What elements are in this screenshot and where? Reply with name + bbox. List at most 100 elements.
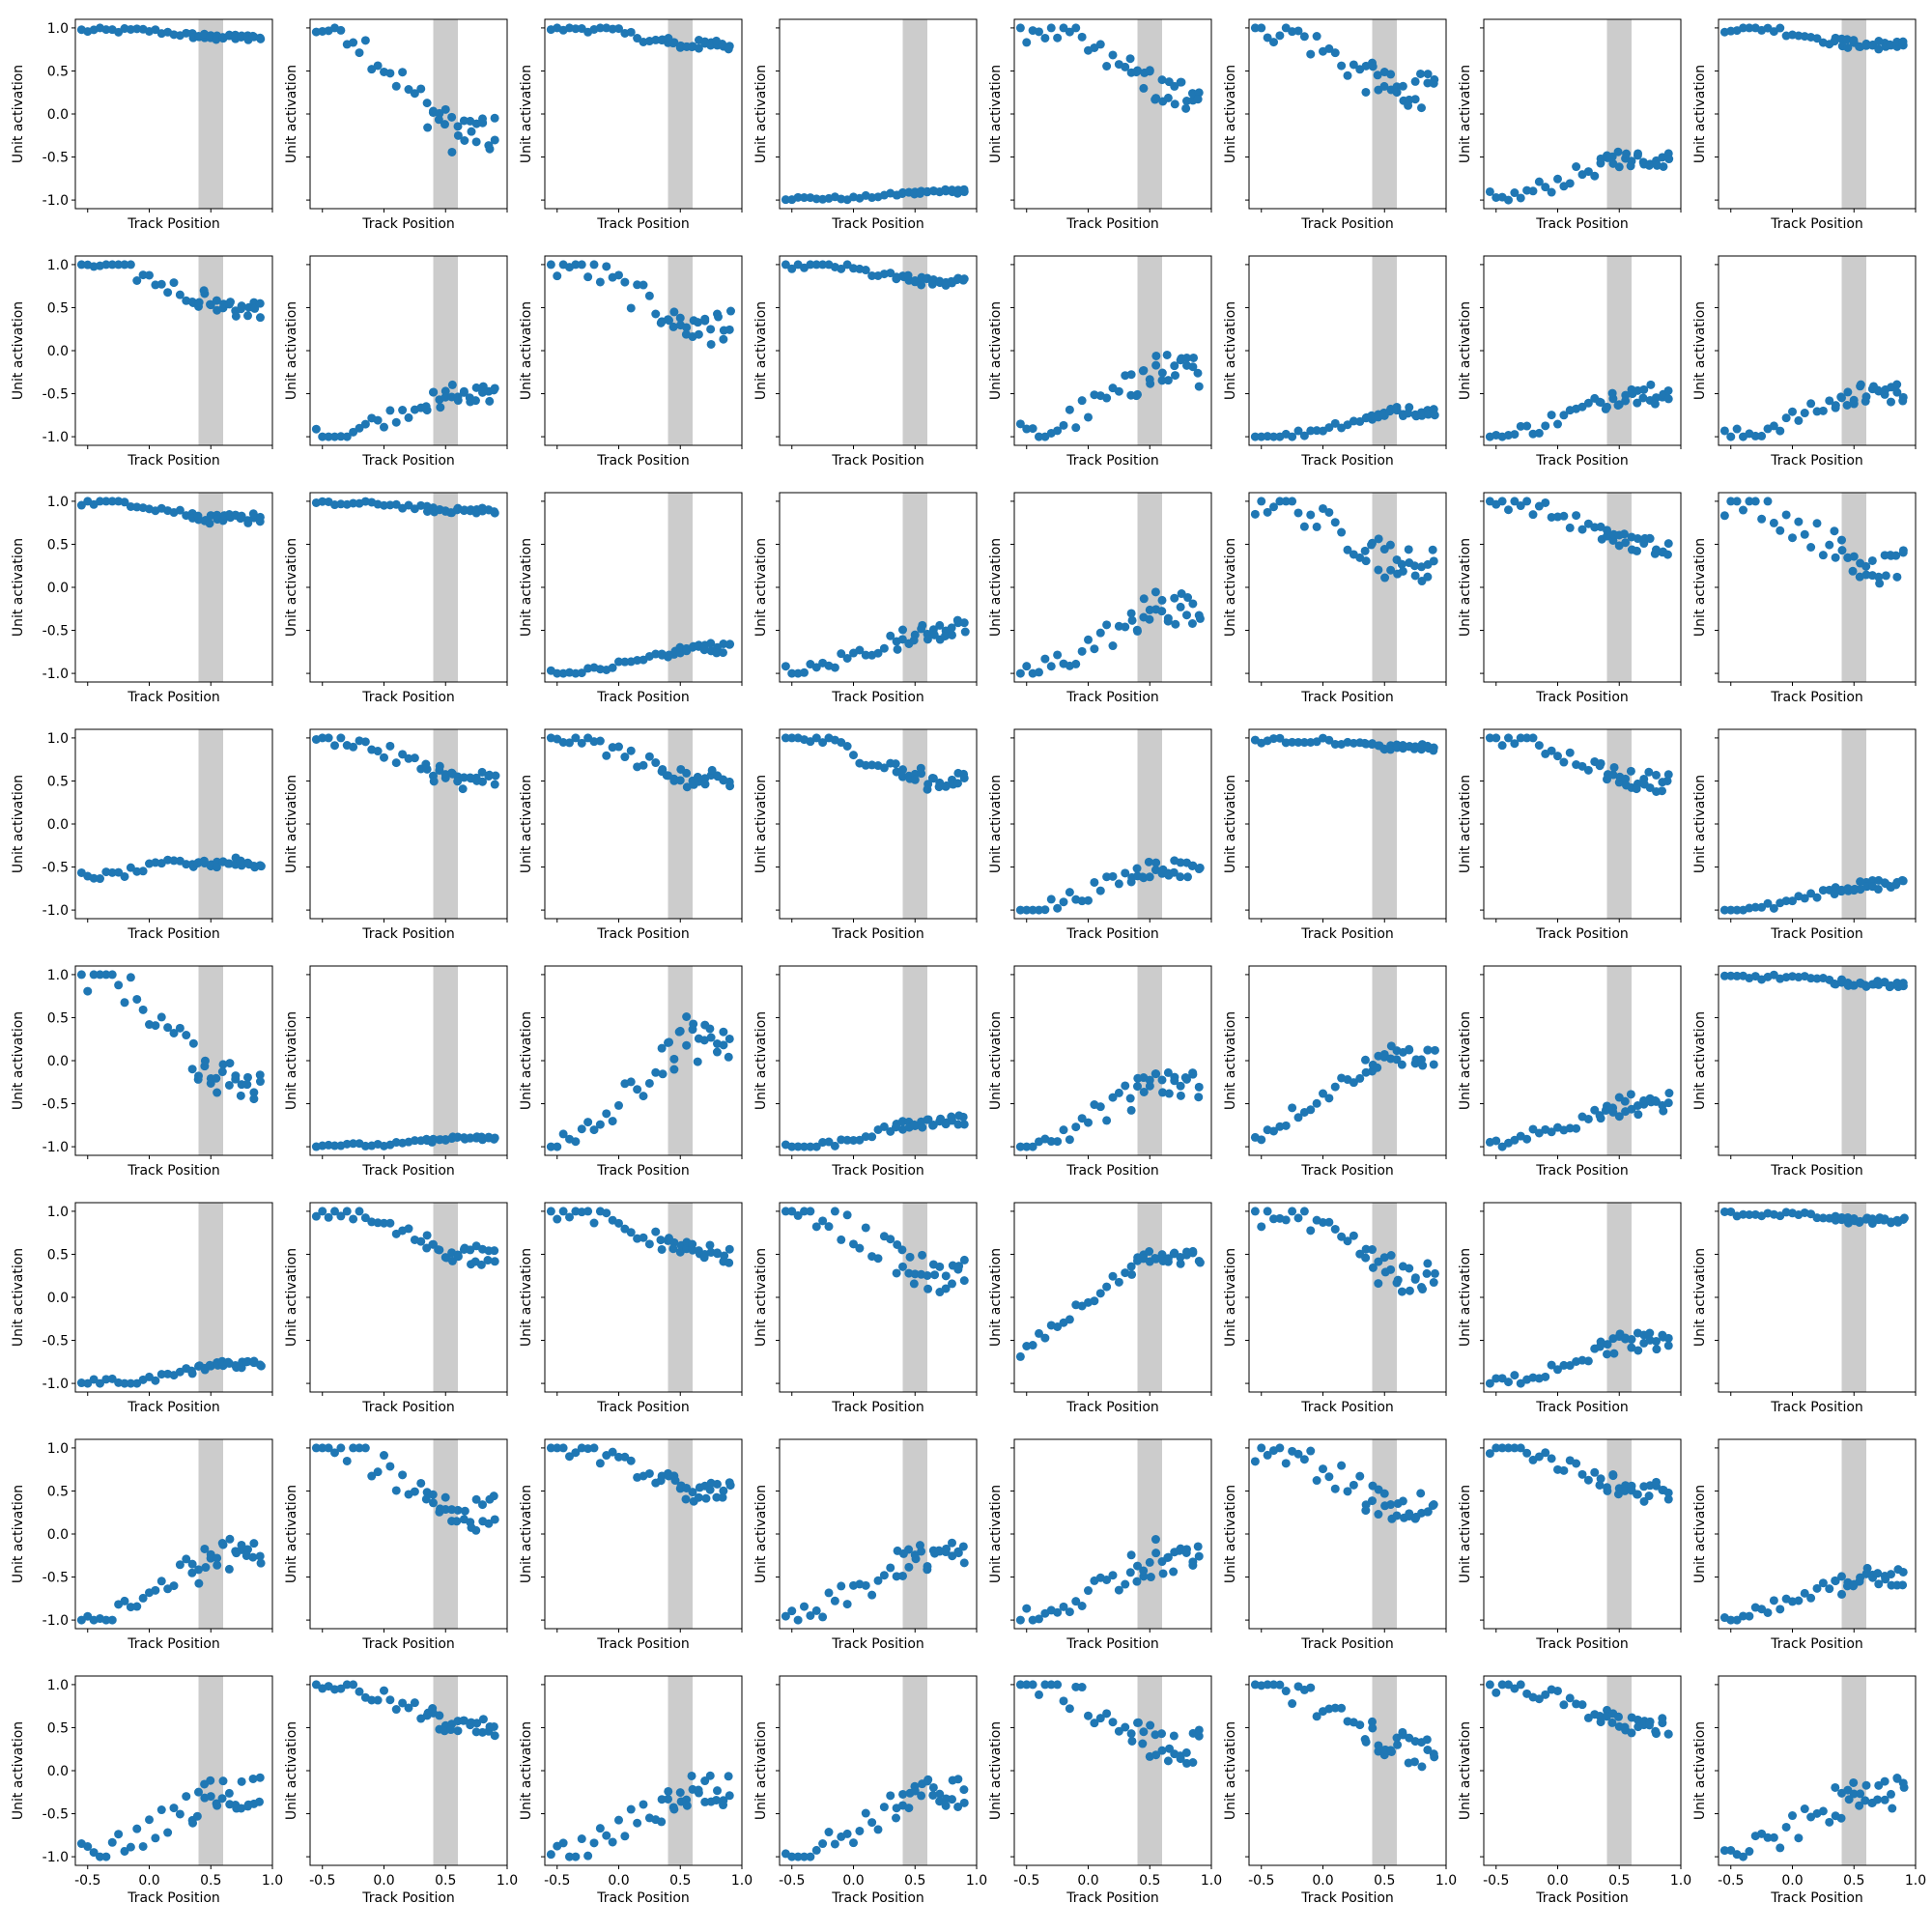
data-point (349, 1214, 358, 1224)
data-point (1386, 565, 1396, 575)
data-point (688, 1239, 697, 1249)
data-point (1423, 1745, 1433, 1754)
data-point (699, 1253, 709, 1263)
data-point (1874, 1780, 1884, 1790)
data-point (360, 1443, 370, 1453)
data-point (459, 1716, 469, 1725)
data-point (909, 1279, 919, 1289)
data-point (1430, 1752, 1439, 1762)
data-point (1553, 174, 1562, 184)
y-axis-label: Unit activation (519, 1248, 534, 1347)
data-point (1837, 535, 1846, 545)
axes-frame (1718, 1438, 1917, 1630)
shaded-region (1606, 729, 1632, 919)
data-point (935, 1797, 945, 1806)
data-point (1887, 1789, 1895, 1799)
data-point (602, 262, 611, 271)
data-point (1343, 1487, 1352, 1496)
x-axis-label: Track Position (596, 453, 690, 469)
data-point (1040, 1680, 1050, 1690)
data-point (1188, 599, 1198, 609)
data-point (1609, 762, 1619, 772)
x-axis-label: Track Position (1300, 453, 1394, 469)
axes-frame (1013, 1438, 1212, 1630)
data-point (1492, 733, 1501, 743)
data-point (1175, 1546, 1184, 1555)
data-point (213, 1560, 222, 1570)
data-point (675, 776, 685, 785)
data-point (1349, 1078, 1358, 1088)
axes-frame (544, 1202, 743, 1393)
data-point (1145, 1081, 1154, 1091)
data-point (385, 741, 395, 751)
axes-frame (74, 18, 273, 210)
axes-frame (779, 1438, 978, 1630)
data-point (410, 1487, 419, 1496)
data-point (1182, 611, 1191, 620)
data-point (1632, 784, 1641, 794)
data-point (237, 32, 246, 42)
data-point (1516, 501, 1525, 511)
data-point (336, 1211, 346, 1221)
data-point (1139, 594, 1149, 604)
data-point (349, 1443, 358, 1453)
data-point (724, 1791, 734, 1801)
data-point (1367, 411, 1377, 420)
data-point (1812, 893, 1822, 902)
y-axis-label: Unit activation (1692, 538, 1708, 637)
data-point (404, 412, 413, 422)
data-point (243, 1072, 252, 1082)
data-point (1595, 397, 1605, 407)
shaded-region (902, 19, 927, 209)
data-point (218, 1060, 228, 1069)
data-point (824, 1222, 834, 1232)
y-axis-label: Unit activation (753, 538, 769, 637)
y-tick-label: 0.5 (47, 1247, 69, 1263)
data-point (1360, 546, 1370, 555)
shaded-region (433, 1439, 458, 1629)
data-point (1887, 397, 1895, 407)
x-axis-label: Track Position (1065, 216, 1159, 232)
data-point (1269, 38, 1278, 47)
data-point (1856, 1789, 1865, 1799)
data-point (380, 500, 388, 510)
data-point (959, 618, 969, 628)
y-axis-label: Unit activation (519, 1721, 534, 1820)
data-point (577, 738, 586, 748)
data-point (546, 1850, 555, 1860)
data-point (1781, 1822, 1791, 1832)
data-point (1263, 1450, 1272, 1460)
data-point (700, 1797, 710, 1806)
data-point (1257, 1443, 1266, 1453)
data-point (800, 193, 809, 203)
data-point (682, 323, 692, 332)
data-point (1360, 1055, 1370, 1065)
data-point (120, 1846, 129, 1856)
data-point (83, 1842, 93, 1852)
data-point (1812, 1213, 1822, 1223)
axes-frame (544, 728, 743, 920)
data-point (553, 668, 562, 678)
data-point (892, 1268, 901, 1278)
data-point (237, 1776, 246, 1786)
data-point (1492, 1443, 1501, 1453)
data-point (96, 497, 104, 506)
data-point (398, 1698, 408, 1708)
data-point (1547, 1454, 1556, 1463)
data-point (886, 1235, 895, 1244)
data-point (1170, 361, 1179, 371)
data-point (1015, 1142, 1025, 1151)
data-point (651, 758, 661, 768)
data-point (1312, 32, 1321, 42)
data-point (355, 1443, 364, 1453)
data-point (1621, 774, 1631, 783)
data-point (1644, 160, 1654, 170)
x-axis-label: Track Position (361, 453, 455, 469)
data-point (724, 1034, 734, 1043)
